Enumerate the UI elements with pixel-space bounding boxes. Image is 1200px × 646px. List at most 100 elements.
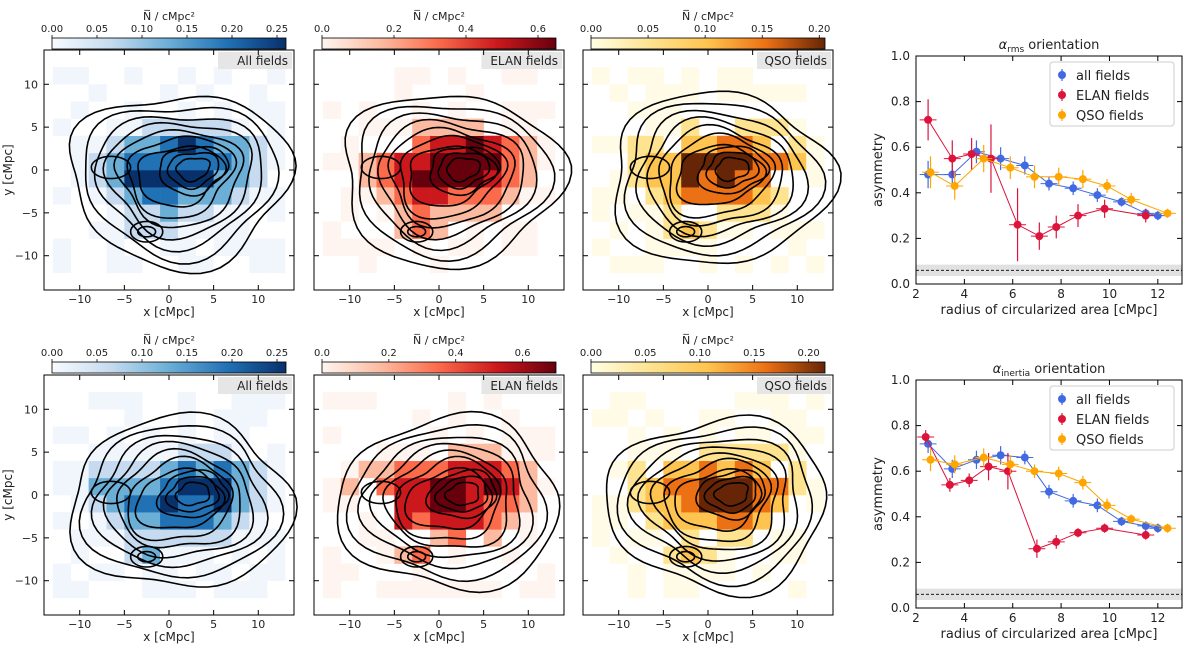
heatmap-cell [231, 204, 250, 222]
heatmap-cell [52, 426, 72, 444]
heatmap-cell [322, 238, 342, 257]
heatmap-cell [591, 187, 611, 205]
data-point-all [1153, 211, 1162, 220]
y-tick-label: 0.2 [891, 555, 910, 569]
x-axis-label: x [cMpc] [143, 630, 194, 644]
data-point-elan [965, 476, 974, 485]
heatmap-cell [106, 221, 125, 239]
heatmap-cell [681, 238, 700, 257]
heatmap-cell [716, 84, 736, 102]
y-tick-label: −10 [15, 575, 38, 588]
contour-line [159, 145, 230, 197]
y-axis-label: y [cMpc] [1, 469, 15, 520]
heatmap-cell [788, 546, 807, 564]
colorbar-label: N̅ / cMpc² [143, 334, 195, 347]
colorbar-tick-label: 0.05 [86, 24, 108, 35]
heatmap-cell [447, 495, 467, 513]
heatmap-cell [249, 580, 268, 599]
heatmap-cell [88, 529, 107, 547]
heatmap-cell [483, 580, 502, 599]
data-point-qso [1054, 172, 1063, 181]
field-label-box [218, 377, 292, 394]
y-tick-label: 0.0 [891, 601, 910, 615]
heatmap-cell [142, 477, 161, 496]
heatmap-cell [752, 84, 771, 102]
heatmap-cell [322, 580, 342, 599]
heatmap-cell [249, 84, 268, 102]
heatmap-cell [52, 460, 72, 479]
heatmap-cell [663, 238, 682, 257]
heatmap-cell [519, 187, 538, 205]
heatmap-cell [483, 443, 502, 462]
heatmap-cell [447, 101, 467, 119]
x-tick-label: 10 [790, 618, 804, 631]
y-tick-label: 0 [31, 164, 38, 177]
heatmap-cell [195, 170, 214, 188]
heatmap-cell [501, 221, 520, 239]
contour-line [387, 126, 516, 229]
heatmap-cell [501, 238, 520, 257]
legend-label: QSO fields [1076, 109, 1144, 124]
heatmap-cell [519, 221, 538, 239]
heatmap-cell [231, 529, 250, 547]
heatmap-cell [124, 255, 143, 274]
contour-line [712, 481, 749, 507]
heatmap-cell [195, 118, 214, 137]
colorbar-label: N̅ / cMpc² [413, 10, 465, 23]
heatmap-cell [195, 255, 214, 274]
contour-line [675, 225, 696, 238]
data-point-all [1069, 184, 1078, 193]
heatmap-cell [322, 563, 342, 582]
heatmap-cell [195, 495, 214, 513]
data-point-elan [984, 462, 993, 471]
heatmap-cell [70, 135, 89, 154]
contour-line [675, 550, 696, 563]
heatmap-cell [394, 460, 413, 479]
title-alpha: α [993, 362, 1002, 377]
heatmap-cell [340, 392, 359, 410]
contour-line [616, 426, 814, 588]
x-tick-label: 8 [1057, 611, 1065, 625]
contour-line [669, 132, 777, 219]
data-point-elan [921, 433, 930, 441]
heatmap-cell [267, 67, 286, 85]
y-tick-label: −10 [15, 250, 38, 263]
heatmap-cell [645, 118, 664, 137]
colorbar-tick-label: 0.25 [266, 24, 288, 35]
heatmap-cell [340, 187, 359, 205]
heatmap-cell [195, 84, 214, 102]
contour-line [429, 146, 502, 197]
contour-line [345, 423, 549, 583]
heatmap-cell [358, 238, 377, 257]
heatmap-cell [142, 460, 161, 479]
heatmap-cell [627, 580, 646, 599]
heatmap-cell [788, 580, 807, 599]
y-tick-label: 5 [31, 121, 38, 134]
heatmap-cell [734, 392, 753, 410]
title-alpha: α [999, 38, 1008, 53]
heatmap-cell [340, 563, 359, 582]
heatmap-cell [70, 580, 89, 599]
colorbar-tick-label: 0.15 [176, 24, 198, 35]
heatmap-cell [681, 170, 700, 188]
contour-line [395, 455, 502, 540]
heatmap-cell [501, 187, 520, 205]
heatmap-cell [177, 67, 197, 85]
heatmap-cell [483, 392, 502, 410]
data-point-qso [1127, 515, 1136, 524]
colorbar-tick-label: 0.20 [221, 348, 243, 359]
x-tick-label: 2 [912, 611, 920, 625]
data-point-qso [1006, 163, 1015, 172]
heatmap-cell [591, 67, 611, 85]
heatmap-cell [627, 67, 646, 85]
contour-line [129, 220, 164, 243]
contour-line [126, 135, 238, 220]
heatmap-cell [806, 170, 825, 188]
density-map-panel: 0.00 0.05 0.10 0.15 0.20 0.25 N̅ / cMpc² All fi… [1, 334, 298, 644]
y-tick-label: 0.6 [891, 464, 910, 478]
heatmap-cell [177, 546, 197, 564]
density-map-panel: 0.0 0.2 0.4 0.6 N̅ / cMpc² ELAN fields −10 −5 0 5… [313, 10, 573, 319]
y-axis-label: y [cMpc] [1, 144, 15, 195]
heatmap-cell [447, 392, 467, 410]
heatmap-cell [716, 529, 736, 547]
